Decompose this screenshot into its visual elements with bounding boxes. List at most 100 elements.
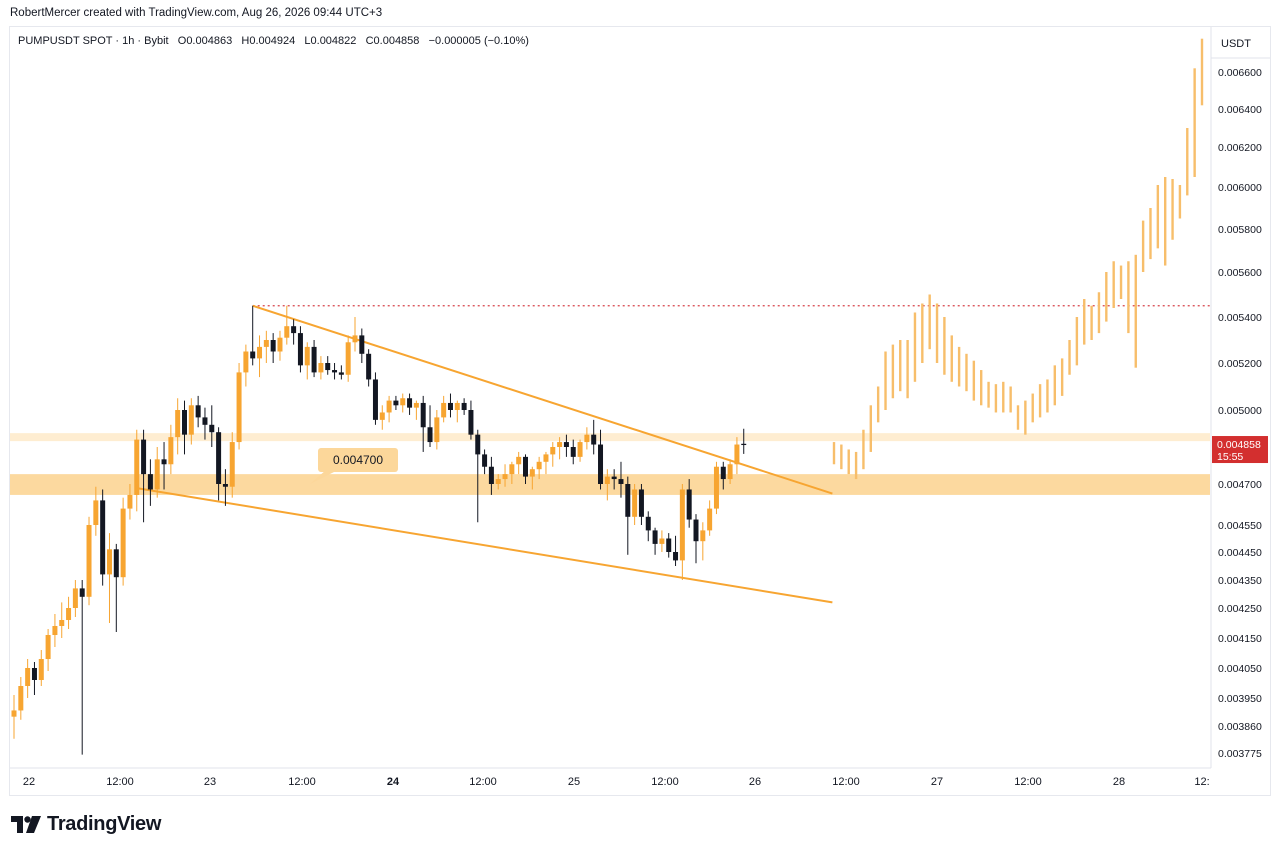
candle-body[interactable] — [325, 363, 331, 371]
candle-body[interactable] — [475, 434, 481, 455]
candle-body[interactable] — [79, 588, 85, 597]
candle-body[interactable] — [666, 538, 672, 553]
candle-body[interactable] — [727, 464, 733, 480]
candle-body[interactable] — [659, 538, 665, 544]
candle-body[interactable] — [618, 479, 624, 484]
candle-body[interactable] — [645, 516, 651, 531]
symbol-label[interactable]: PUMPUSDT SPOT · 1h · Bybit — [18, 35, 169, 47]
candle-body[interactable] — [25, 668, 31, 686]
candle-body[interactable] — [11, 710, 17, 717]
candle-body[interactable] — [638, 489, 644, 517]
candle-body[interactable] — [523, 456, 528, 477]
candle-body[interactable] — [338, 372, 344, 375]
candle-body[interactable] — [495, 479, 501, 484]
candle-body[interactable] — [134, 439, 140, 495]
candle-body[interactable] — [263, 340, 269, 347]
candle-body[interactable] — [529, 469, 535, 477]
candle-body[interactable] — [168, 437, 174, 465]
candle-body[interactable] — [45, 635, 51, 659]
candle-body[interactable] — [379, 412, 385, 420]
candle-body[interactable] — [147, 474, 153, 490]
candle-body[interactable] — [345, 342, 351, 375]
candle-body[interactable] — [243, 351, 249, 373]
candle-body[interactable] — [66, 608, 72, 620]
candle-body[interactable] — [707, 508, 713, 531]
candle-body[interactable] — [120, 508, 126, 578]
candle-body[interactable] — [393, 400, 399, 406]
candle-body[interactable] — [557, 442, 563, 447]
candle-body[interactable] — [447, 402, 453, 410]
candle-body[interactable] — [291, 326, 297, 334]
candle-body[interactable] — [229, 442, 235, 487]
candle-body[interactable] — [202, 417, 208, 425]
candle-body[interactable] — [236, 372, 242, 443]
candle-body[interactable] — [454, 402, 460, 410]
candle-body[interactable] — [577, 442, 583, 457]
candle-body[interactable] — [550, 447, 556, 455]
candle-body[interactable] — [332, 370, 338, 373]
candle-body[interactable] — [686, 489, 692, 520]
candle-body[interactable] — [31, 668, 37, 680]
candle-body[interactable] — [154, 459, 160, 490]
candle-body[interactable] — [584, 434, 590, 443]
candle-body[interactable] — [38, 659, 44, 680]
candle-body[interactable] — [86, 525, 92, 597]
candle-body[interactable] — [673, 552, 679, 561]
candle-body[interactable] — [625, 484, 631, 517]
candle-body[interactable] — [188, 405, 194, 435]
candle-body[interactable] — [72, 588, 78, 608]
candle-body[interactable] — [100, 500, 106, 575]
candle-body[interactable] — [311, 346, 317, 373]
candle-body[interactable] — [257, 346, 263, 359]
candle-body[interactable] — [420, 402, 426, 428]
candle-body[interactable] — [441, 402, 447, 418]
candle-body[interactable] — [734, 444, 740, 465]
candle-body[interactable] — [52, 626, 58, 635]
candle-body[interactable] — [182, 410, 187, 435]
candle-body[interactable] — [434, 417, 440, 443]
candle-body[interactable] — [693, 519, 699, 542]
candle-body[interactable] — [216, 432, 222, 484]
candle-body[interactable] — [400, 398, 406, 406]
candle-body[interactable] — [461, 402, 467, 410]
candle-body[interactable] — [222, 484, 228, 487]
candle-body[interactable] — [297, 333, 303, 366]
candle-body[interactable] — [359, 335, 365, 354]
candle-body[interactable] — [482, 454, 488, 467]
candle-body[interactable] — [502, 474, 508, 480]
candle-body[interactable] — [277, 337, 283, 352]
candle-body[interactable] — [652, 530, 658, 544]
candle-body[interactable] — [632, 489, 638, 517]
candle-body[interactable] — [372, 379, 378, 420]
candle-body[interactable] — [543, 454, 549, 462]
tradingview-logo[interactable]: TradingView — [11, 813, 161, 836]
candle-body[interactable] — [195, 405, 201, 418]
candle-body[interactable] — [352, 335, 358, 343]
candle-body[interactable] — [700, 530, 706, 542]
candle-body[interactable] — [536, 461, 542, 470]
candle-body[interactable] — [93, 500, 99, 525]
candle-body[interactable] — [284, 326, 290, 338]
candle-body[interactable] — [270, 340, 276, 352]
candle-body[interactable] — [598, 444, 604, 484]
candle-body[interactable] — [407, 398, 413, 408]
candle-body[interactable] — [113, 549, 119, 578]
candle-body[interactable] — [563, 442, 569, 447]
candle-body[interactable] — [175, 410, 181, 438]
candle-body[interactable] — [488, 466, 494, 484]
candle-body[interactable] — [604, 476, 610, 484]
candle-body[interactable] — [318, 363, 324, 373]
candle-body[interactable] — [591, 434, 597, 445]
candle-body[interactable] — [304, 346, 310, 366]
candle-body[interactable] — [679, 489, 685, 561]
candle-body[interactable] — [741, 443, 747, 446]
candle-body[interactable] — [611, 476, 617, 480]
candle-body[interactable] — [59, 620, 65, 626]
candle-body[interactable] — [720, 466, 726, 480]
candle-body[interactable] — [366, 353, 372, 380]
candle-body[interactable] — [509, 464, 515, 475]
candle-body[interactable] — [386, 400, 392, 413]
candle-body[interactable] — [127, 494, 133, 509]
currency-label[interactable]: USDT — [1221, 38, 1251, 50]
